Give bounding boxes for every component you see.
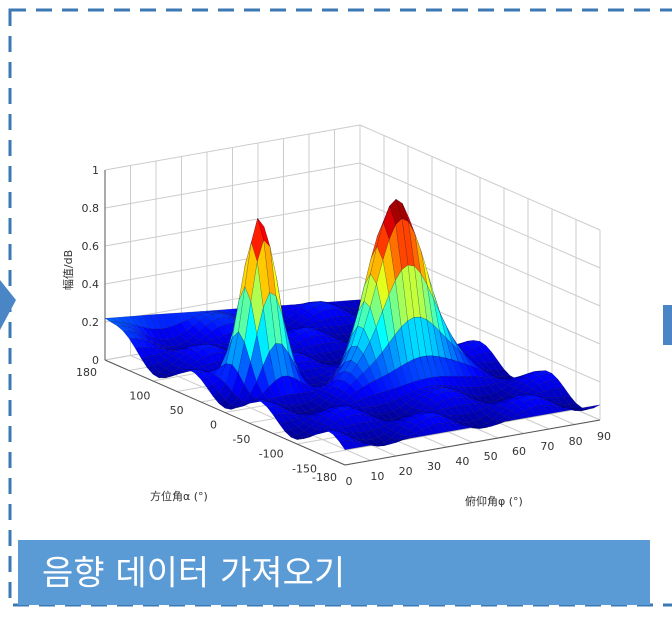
azimuth-tick-label: -100 [259,448,284,461]
elevation-tick-label: 60 [512,445,526,458]
z-tick-label: 0.8 [82,202,100,215]
azimuth-tick-label: -50 [232,433,250,446]
elevation-tick-label: 90 [597,430,611,443]
elevation-tick-label: 0 [346,475,353,488]
elevation-tick-label: 10 [370,470,384,483]
azimuth-tick-label: -180 [312,471,337,484]
z-tick-label: 0.2 [82,316,100,329]
left-arrow [0,280,16,330]
elevation-tick-label: 20 [399,465,413,478]
right-arrow [663,305,672,345]
elevation-tick-label: 30 [427,460,441,473]
azimuth-tick-label: 180 [76,366,97,379]
elevation-tick-label: 80 [569,435,583,448]
z-tick-label: 1 [92,164,99,177]
z-tick-label: 0.6 [82,240,100,253]
azimuth-tick-label: 50 [170,404,184,417]
azimuth-tick-label: 100 [129,389,150,402]
caption: 음향 데이터 가져오기 [42,554,345,594]
elevation-label: 俯仰角φ (°) [465,494,523,508]
azimuth-tick-label: 0 [210,419,217,432]
elevation-tick-label: 50 [484,450,498,463]
elevation-tick-label: 70 [540,440,554,453]
elevation-tick-label: 40 [455,455,469,468]
z-label: 幅值/dB [62,250,75,290]
azimuth-label: 方位角α (°) [150,489,208,503]
z-tick-label: 0.4 [82,278,100,291]
